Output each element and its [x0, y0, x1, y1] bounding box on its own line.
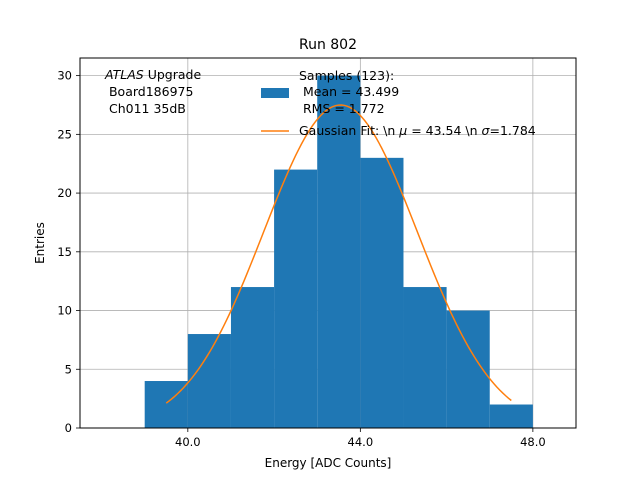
y-tick-label-1: 5 [65, 362, 72, 376]
gaussian-fit-line [165, 104, 512, 404]
y-tick-label-4: 20 [57, 186, 72, 200]
histogram-bar-6 [403, 287, 447, 428]
legend-fit-end: =1.784 [489, 123, 535, 138]
legend-fit-label: Gaussian Fit: \n μ = 43.54 \n σ=1.784 [299, 123, 536, 138]
x-tick-label-2: 48.0 [520, 435, 546, 449]
histogram-bar-4 [317, 75, 361, 428]
legend-fit-mu: μ [398, 123, 407, 138]
y-axis-label: Entries [33, 222, 47, 264]
legend-samples-label: Samples (123): [299, 68, 394, 83]
atlas-annotation: ATLAS Upgrade Board186975 Ch011 35dB [104, 67, 201, 116]
x-tick-label-0: 40.0 [175, 435, 201, 449]
legend-fit-sigma: σ [482, 123, 491, 138]
x-tick-label-1: 44.0 [348, 435, 374, 449]
annotation-upgrade: Upgrade [144, 67, 202, 82]
legend-mean-label: Mean = 43.499 [299, 84, 399, 99]
legend-fit-prefix: Gaussian Fit: \n [299, 123, 399, 138]
histogram-bar-8 [489, 404, 533, 428]
histogram-bar-3 [274, 169, 318, 429]
gaussian-fit [165, 104, 512, 404]
plot-frame [79, 57, 577, 429]
y-tick-label-2: 10 [57, 304, 72, 318]
histogram-bar-5 [360, 157, 404, 429]
legend-histogram-swatch [261, 88, 289, 98]
y-axis-ticks: 0 5 10 15 20 25 30 [57, 69, 80, 435]
x-axis-ticks: 40.0 44.0 48.0 [175, 428, 546, 449]
y-tick-label-5: 25 [57, 127, 72, 141]
legend-fit-mid: = 43.54 \n [407, 123, 481, 138]
x-axis-label: Energy [ADC Counts] [265, 456, 392, 470]
annotation-line-3: Ch011 35dB [105, 101, 186, 116]
annotation-line-2: Board186975 [105, 84, 193, 99]
legend-rms-label: RMS = 1.772 [299, 101, 385, 116]
legend: Samples (123): Mean = 43.499 RMS = 1.772… [261, 68, 536, 138]
histogram-bar-0 [144, 381, 188, 428]
histogram-bars [144, 75, 533, 429]
histogram-bar-2 [230, 287, 275, 428]
annotation-atlas: ATLAS [104, 67, 144, 82]
histogram-bar-1 [187, 334, 231, 428]
annotation-line-1: ATLAS Upgrade [104, 67, 201, 82]
y-tick-label-6: 30 [57, 69, 72, 83]
y-tick-label-0: 0 [65, 421, 72, 435]
y-tick-label-3: 15 [57, 245, 72, 259]
chart-title: Run 802 [299, 37, 357, 53]
